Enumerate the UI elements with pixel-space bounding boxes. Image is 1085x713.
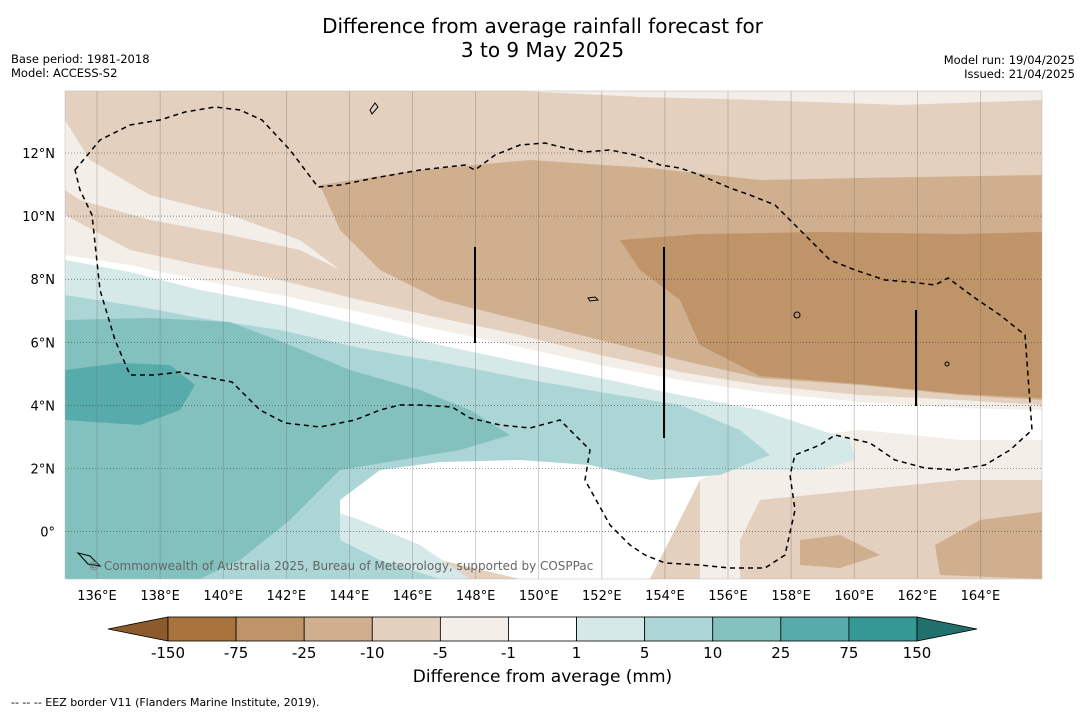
small-islands xyxy=(76,102,950,567)
issued-date: Issued: 21/04/2025 xyxy=(964,67,1075,81)
model-run: Model run: 19/04/2025 xyxy=(943,53,1075,67)
y-tick-label: 10°N xyxy=(22,210,55,225)
colorbar-segment xyxy=(371,616,441,642)
contour-minus25-se1 xyxy=(800,535,880,568)
island-shape xyxy=(369,102,379,115)
colorbar-tick-label: -25 xyxy=(292,644,317,662)
x-tick-label: 162°E xyxy=(898,589,938,604)
meta-left: Base period: 1981-2018 Model: ACCESS-S2 xyxy=(11,52,150,80)
colorbar-tick-label: -75 xyxy=(224,644,249,662)
contour-minus5-band xyxy=(65,100,1042,410)
colorbar-extend-low xyxy=(107,616,169,642)
colorbar-tick-label: -1 xyxy=(501,644,516,662)
colorbar-tick-label: -10 xyxy=(360,644,385,662)
chart-title: Difference from average rainfall forecas… xyxy=(0,14,1085,62)
colorbar-tick-label: -5 xyxy=(433,644,448,662)
eez-footnote: -- -- -- EEZ border V11 (Flanders Marine… xyxy=(11,696,320,709)
island-shape xyxy=(944,361,950,367)
x-tick-label: 154°E xyxy=(645,589,685,604)
colorbar-segment xyxy=(576,616,646,642)
y-axis-labels: 12°N 10°N 8°N 6°N 4°N 2°N 0° xyxy=(22,147,55,541)
title-line-1: Difference from average rainfall forecas… xyxy=(322,14,763,38)
contour-minus5-nw xyxy=(65,120,340,270)
contour-plus25 xyxy=(65,363,195,425)
x-axis-labels: 136°E 138°E 140°E 142°E 144°E 146°E 148°E 150°E… xyxy=(77,589,1000,604)
x-tick-label: 150°E xyxy=(519,589,559,604)
contour-north-light xyxy=(520,91,1042,105)
colorbar-tick-label: 75 xyxy=(839,644,858,662)
island-shape xyxy=(76,552,102,567)
title-line-2: 3 to 9 May 2025 xyxy=(460,38,625,62)
map-frame xyxy=(64,90,1043,580)
x-tick-label: 140°E xyxy=(203,589,243,604)
rainfall-map xyxy=(65,91,1042,579)
colorbar-segment xyxy=(439,616,509,642)
x-tick-label: 158°E xyxy=(771,589,811,604)
colorbar-segment xyxy=(780,616,850,642)
y-tick-label: 6°N xyxy=(31,336,56,351)
colorbar-tick-label: 25 xyxy=(771,644,790,662)
x-tick-label: 146°E xyxy=(393,589,433,604)
colorbar-tick-label: 5 xyxy=(640,644,650,662)
y-tick-label: 8°N xyxy=(31,273,56,288)
colorbar-label: Difference from average (mm) xyxy=(412,667,673,687)
x-tick-label: 144°E xyxy=(330,589,370,604)
y-tick-label: 12°N xyxy=(22,147,55,162)
x-tick-label: 138°E xyxy=(140,589,180,604)
x-tick-label: 152°E xyxy=(582,589,622,604)
y-tick-label: 4°N xyxy=(31,399,56,414)
colorbar-tick-label: 1 xyxy=(572,644,582,662)
colorbar-segment xyxy=(235,616,305,642)
contour-minus25-se2 xyxy=(935,512,1042,579)
island-markers xyxy=(474,247,917,438)
island-shape xyxy=(587,296,600,302)
colorbar-segment xyxy=(303,616,373,642)
eez-boundary xyxy=(74,106,1033,569)
colorbar-tick-label: 150 xyxy=(903,644,932,662)
x-tick-label: 136°E xyxy=(77,589,117,604)
colorbar-segment xyxy=(712,616,782,642)
y-tick-label: 0° xyxy=(40,526,55,541)
colorbar-segment xyxy=(644,616,714,642)
map-gridlines xyxy=(65,91,1042,579)
colorbar-extend-high xyxy=(916,616,978,642)
colorbar-segment xyxy=(848,616,918,642)
base-period: Base period: 1981-2018 xyxy=(11,52,150,66)
colorbar-segment xyxy=(508,616,577,642)
copyright-notice: © Commonwealth of Australia 2025, Bureau… xyxy=(88,559,593,573)
colorbar-segment xyxy=(167,616,237,642)
x-tick-label: 156°E xyxy=(708,589,748,604)
colorbar: -150 -75 -25 -10 -5 -1 1 5 10 25 75 150 xyxy=(107,616,978,662)
x-tick-label: 164°E xyxy=(961,589,1001,604)
x-tick-label: 148°E xyxy=(456,589,496,604)
colorbar-tick-label: 10 xyxy=(703,644,722,662)
island-shape xyxy=(793,311,801,319)
meta-right: Model run: 19/04/2025 Issued: 21/04/2025 xyxy=(944,53,1075,81)
x-tick-label: 160°E xyxy=(834,589,874,604)
contour-minus75 xyxy=(620,232,1042,398)
x-tick-label: 142°E xyxy=(267,589,307,604)
y-tick-label: 2°N xyxy=(31,463,56,478)
colorbar-tick-label: -150 xyxy=(151,644,185,662)
model-name: Model: ACCESS-S2 xyxy=(11,66,118,80)
